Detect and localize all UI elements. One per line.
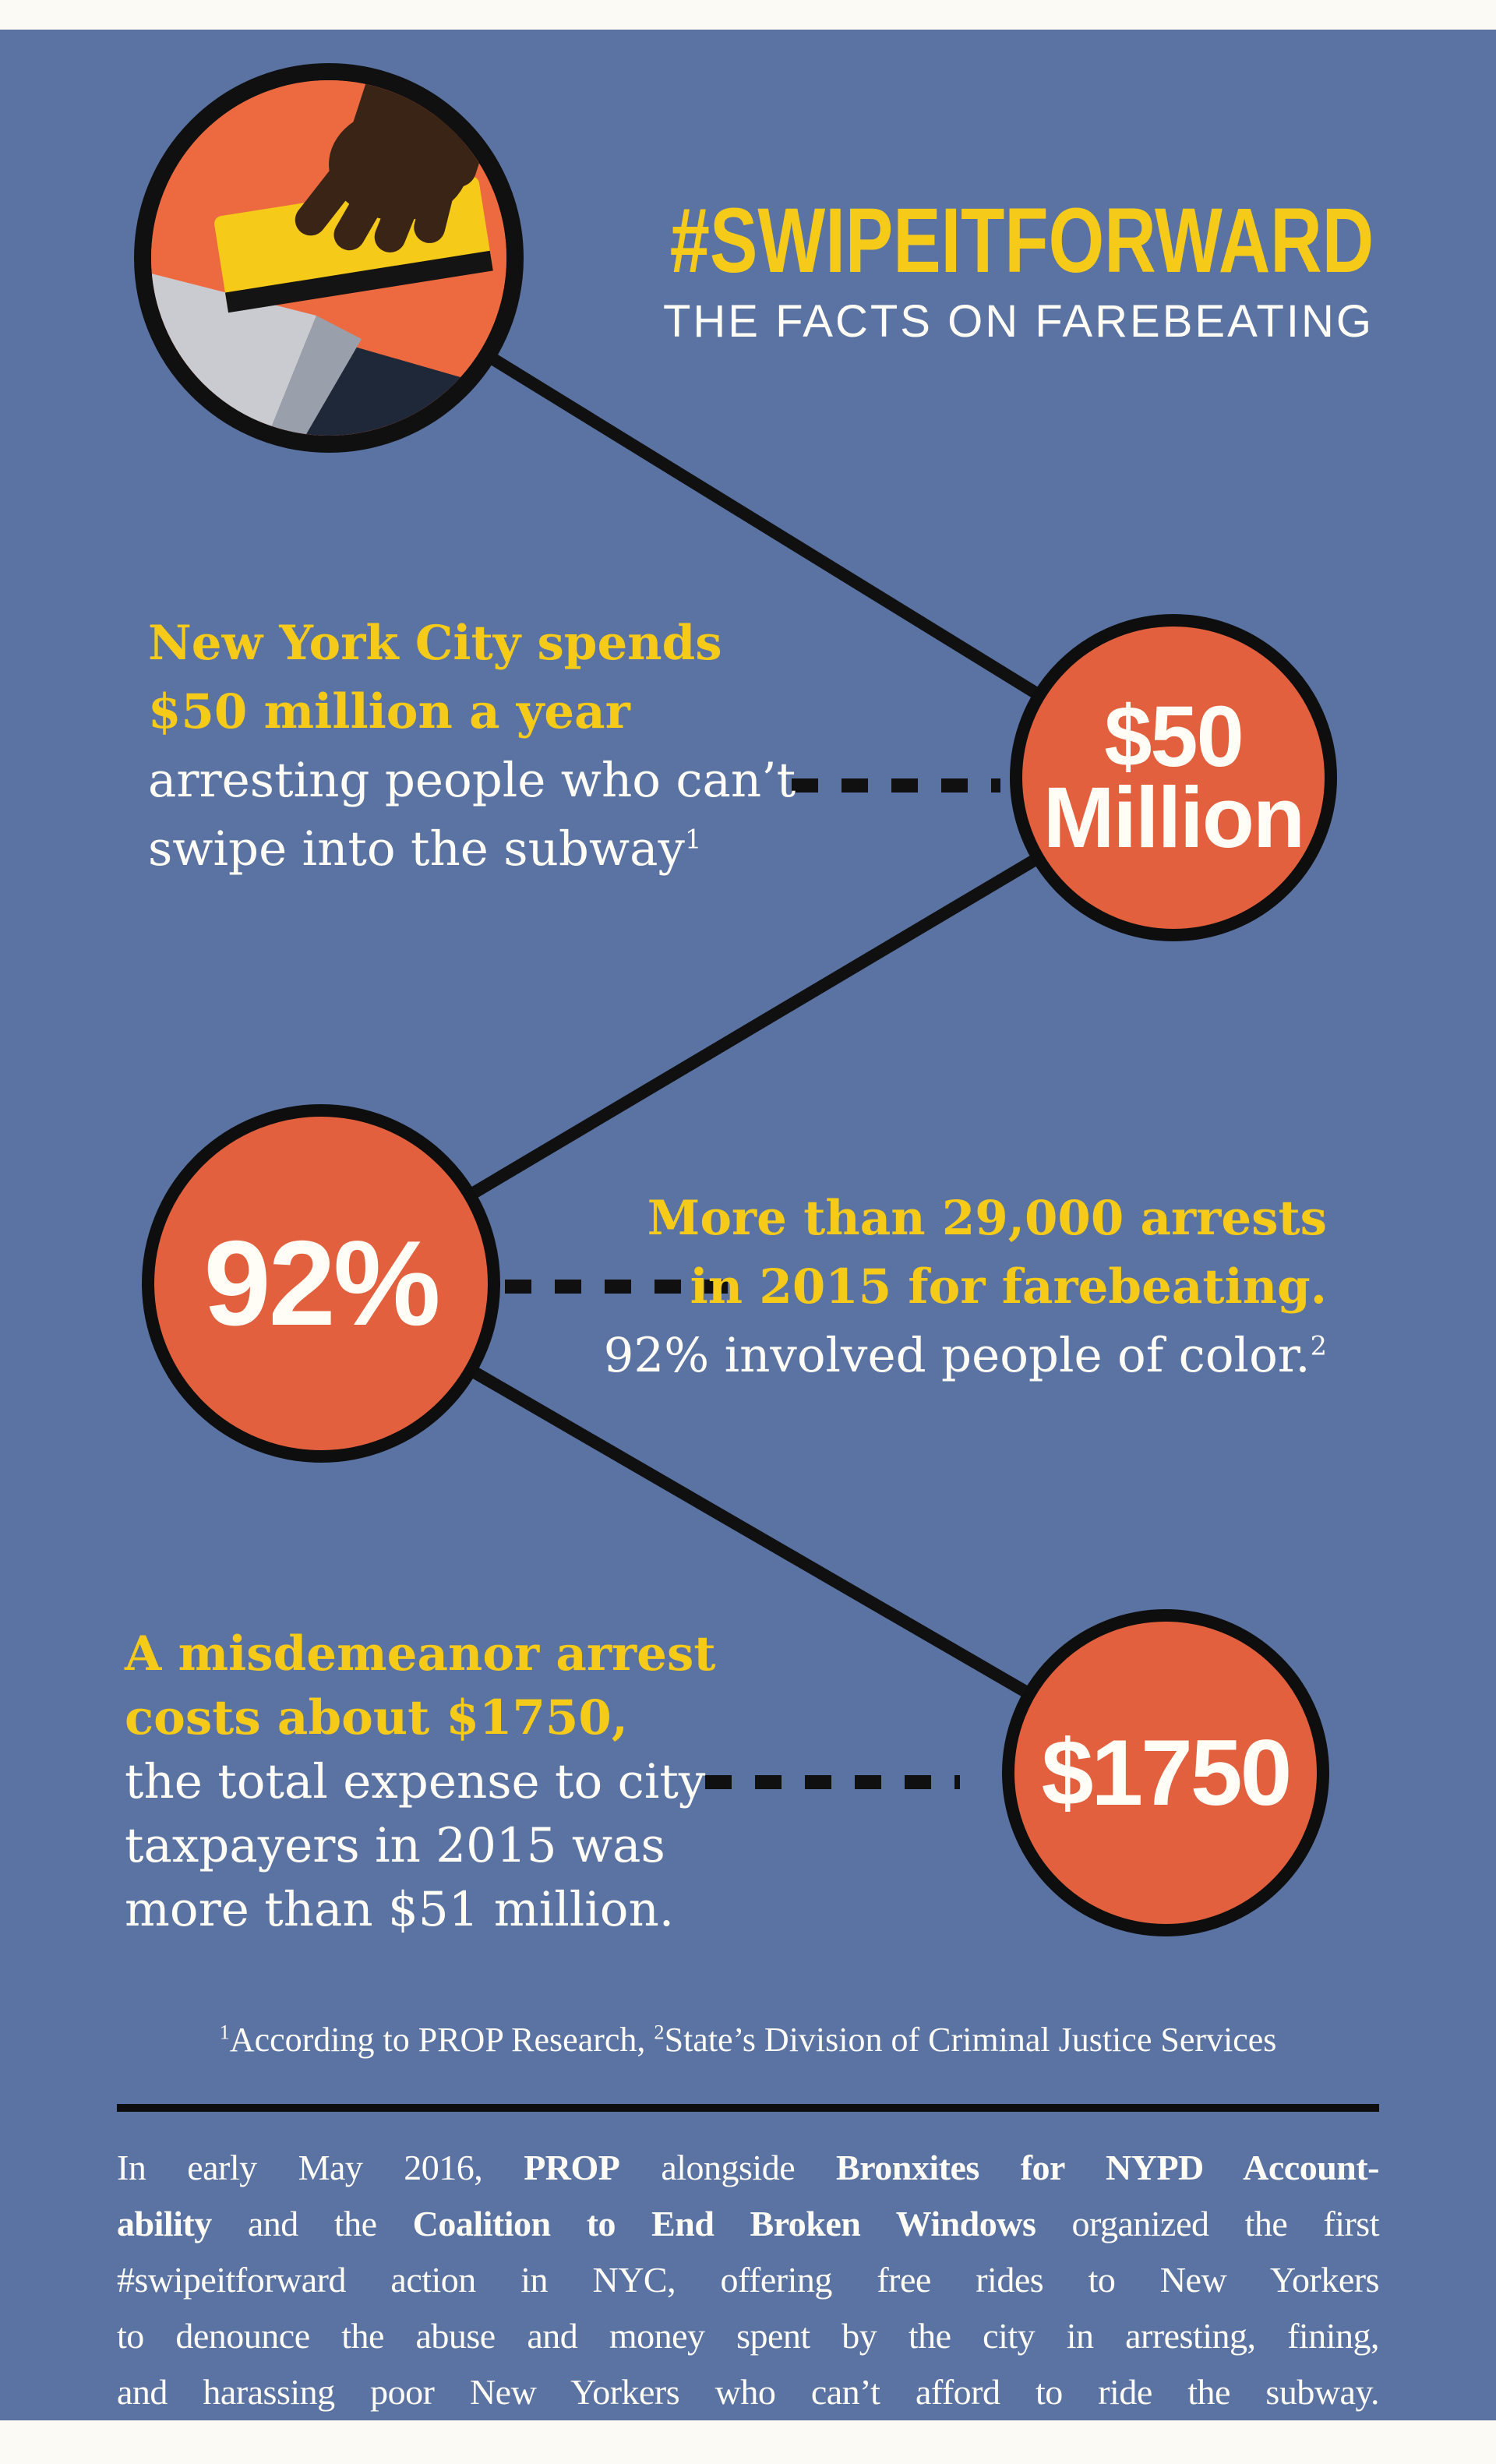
footer-line-2: ability and the Coalition to End Broken … <box>117 2196 1379 2252</box>
fact1-body-line1: arresting people who can’t <box>148 753 796 808</box>
text-segment: alongside <box>619 2148 837 2187</box>
footnote-marker-2: 2 <box>1310 1330 1327 1361</box>
footer-paragraph: In early May 2016, PROP alongside Bronxi… <box>117 2140 1380 2420</box>
text-segment: In early May 2016, <box>117 2148 524 2187</box>
text-segment: swipe into the subway <box>148 821 685 877</box>
page-subtitle: THE FACTS ON FAREBEATING <box>662 296 1374 347</box>
header: #SWIPEITFORWARD THE FACTS ON FAREBEATING <box>471 195 1374 344</box>
stat-circle-50-million: $50 Million <box>1010 614 1337 941</box>
fact1-text: New York City spends $50 million a year … <box>148 609 796 884</box>
fact3-body-line2: taxpayers in 2015 was <box>125 1818 665 1873</box>
footer-line-1: In early May 2016, PROP alongside Bronxi… <box>117 2140 1380 2196</box>
footnote-marker-1: 1 <box>219 2020 230 2044</box>
stat-circle-1750: $1750 <box>1002 1609 1329 1936</box>
fact3-body-line1: the total expense to city <box>125 1754 706 1809</box>
fact1-highlight-line2: $50 million a year <box>148 684 630 740</box>
fact3-text: A misdemeanor arrest costs about $1750, … <box>125 1622 716 1942</box>
footnote-source-2: State’s Division of Criminal Justice Ser… <box>664 2021 1277 2059</box>
text-segment: and the <box>211 2204 413 2243</box>
hero-circle <box>134 63 524 453</box>
footnote-source-1: According to PROP Research, <box>229 2021 654 2059</box>
stat-1750-value: $1750 <box>1041 1721 1293 1825</box>
fact1-highlight-line1: New York City spends <box>148 616 722 671</box>
text-segment: and harassing poor New Yorkers who can’t… <box>117 2372 1380 2412</box>
footnote-marker-2: 2 <box>654 2020 665 2044</box>
fact3-body-line3: more than $51 million. <box>125 1882 675 1937</box>
text-segment-bold: ability <box>117 2204 212 2243</box>
page-title: #SWIPEITFORWARD <box>669 189 1374 292</box>
fact2-text: More than 29,000 arrests in 2015 for far… <box>604 1184 1327 1390</box>
text-segment: #swipeitforward action in NYC, offering … <box>117 2260 1380 2300</box>
footer-line-4: to denounce the abuse and money spent by… <box>117 2308 1380 2364</box>
fact2-highlight-line2: in 2015 for farebeating. <box>690 1259 1327 1315</box>
fact2-highlight-line1: More than 29,000 arrests <box>647 1191 1327 1246</box>
text-segment: 92% involved people of color. <box>603 1328 1311 1383</box>
text-segment-bold: PROP <box>524 2148 620 2187</box>
stat-circle-92-percent: 92% <box>142 1104 500 1463</box>
fact3-highlight-line2: costs about $1750, <box>125 1690 629 1746</box>
text-segment-bold: Bronxites for NYPD Account- <box>836 2148 1380 2187</box>
fact3-highlight-line1: A misdemeanor arrest <box>125 1626 716 1682</box>
stat-50-line2: Million <box>1043 770 1305 866</box>
divider-rule <box>117 2104 1379 2112</box>
sources-footnote: 1According to PROP Research, 2State’s Di… <box>0 2020 1496 2060</box>
text-segment: to denounce the abuse and money spent by… <box>117 2316 1380 2356</box>
fact1-body-line2: swipe into the subway1 <box>148 815 796 884</box>
stat-50-line1: $50 <box>1104 688 1244 785</box>
footnote-marker-1: 1 <box>684 824 702 855</box>
footer-line-3: #swipeitforward action in NYC, offering … <box>117 2252 1380 2308</box>
footer-line-5: and harassing poor New Yorkers who can’t… <box>117 2364 1380 2420</box>
stat-92-value: 92% <box>203 1216 440 1350</box>
text-segment: organized the first <box>1036 2204 1379 2243</box>
bottom-border-band <box>0 2420 1496 2464</box>
text-segment-bold: Coalition to End Broken Windows <box>412 2204 1036 2243</box>
hand-swiping-metrocard-icon <box>151 80 506 436</box>
top-border-band <box>0 0 1496 30</box>
fact2-body-line1: 92% involved people of color.2 <box>604 1322 1327 1390</box>
